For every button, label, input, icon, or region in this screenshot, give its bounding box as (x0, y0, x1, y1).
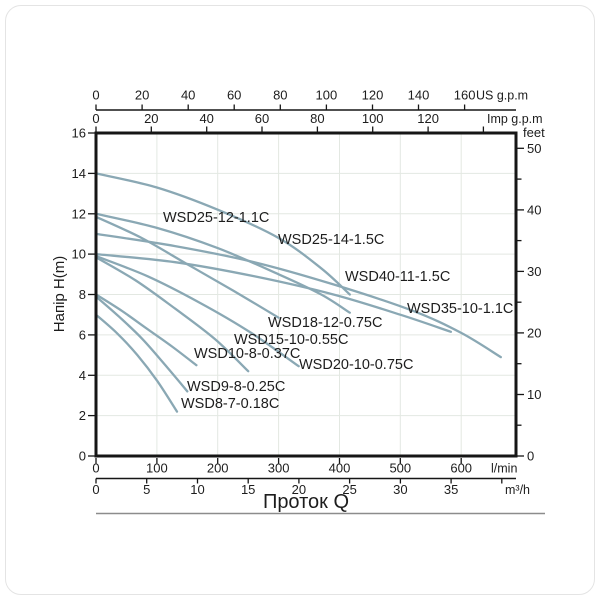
tick-label: 0 (92, 111, 99, 126)
tick-label: 160 (454, 88, 476, 103)
curve-label: WSD25-12-1.1C (163, 210, 269, 226)
tick-label: 16 (72, 126, 86, 141)
pump-curve (94, 295, 189, 393)
tick-label: 140 (408, 88, 430, 103)
pump-curve (94, 252, 453, 333)
pump-curve (94, 232, 502, 359)
tick-label: 60 (227, 88, 241, 103)
tick-label: 20 (292, 482, 306, 497)
tick-label: 10 (527, 387, 541, 402)
curve-label: WSD9-8-0.25C (187, 379, 285, 395)
curve-label: WSD25-14-1.5C (278, 232, 384, 248)
tick-label: 30 (527, 264, 541, 279)
curve-label: WSD18-12-0.75C (268, 315, 382, 331)
tick-label: 15 (241, 482, 255, 497)
curve-label: WSD15-10-0.55C (234, 332, 348, 348)
curve-label: WSD10-8-0.37C (194, 346, 300, 362)
pump-curve (94, 172, 351, 296)
pump-curves (94, 172, 502, 413)
tick-label: 200 (207, 461, 229, 476)
tick-label: 600 (450, 461, 472, 476)
axis-unit-label: feet (523, 125, 545, 140)
tick-label: 60 (255, 111, 269, 126)
tick-label: 500 (389, 461, 411, 476)
tick-label: 8 (79, 287, 86, 302)
pump-curve (94, 313, 179, 413)
tick-label: 120 (362, 88, 384, 103)
pump-curve (94, 212, 351, 314)
curve-label: WSD20-10-0.75C (299, 357, 413, 373)
tick-label: 0 (527, 449, 534, 464)
tick-label: 20 (135, 88, 149, 103)
axis-lmin: 0 100 200 300 400 500 600 l/min (92, 458, 517, 476)
tick-label: 4 (79, 368, 86, 383)
curve-labels: WSD25-14-1.5C WSD25-12-1.1C WSD18-12-0.75C… (163, 210, 513, 412)
tick-label: 100 (362, 111, 384, 126)
x-axis-title: Проток Q (263, 491, 349, 513)
axis-unit-label: m³/h (505, 483, 530, 497)
tick-label: 2 (79, 408, 86, 423)
axis-unit-label: US g.p.m (476, 89, 528, 103)
tick-label: 40 (199, 111, 213, 126)
tick-label: 40 (181, 88, 195, 103)
tick-label: 10 (190, 482, 204, 497)
tick-label: 0 (92, 88, 99, 103)
tick-label: 20 (527, 325, 541, 340)
tick-label: 5 (143, 482, 150, 497)
curve-label: WSD35-10-1.1C (407, 301, 513, 317)
axis-head-m: 0 2 4 6 8 10 12 14 16 Напір H(m) (51, 126, 96, 464)
tick-label: 120 (417, 111, 439, 126)
axis-imp-gpm: 0 20 40 60 80 100 120 Imp g.p.m (92, 111, 543, 133)
pump-curve (94, 256, 250, 373)
curve-label: WSD40-11-1.5C (345, 269, 450, 285)
tick-label: 100 (146, 461, 168, 476)
tick-label: 35 (444, 482, 458, 497)
tick-label: 80 (273, 88, 287, 103)
axis-m3h: 0 5 10 15 20 25 30 35 m³/h (92, 477, 530, 497)
tick-label: 25 (342, 482, 356, 497)
axis-unit-label: Imp g.p.m (487, 112, 543, 126)
pump-curve (94, 254, 300, 368)
tick-label: 6 (79, 327, 86, 342)
y-axis-title: Напір H(m) (51, 256, 68, 332)
tick-label: 30 (393, 482, 407, 497)
axis-unit-label: l/min (491, 462, 517, 476)
tick-label: 400 (329, 461, 351, 476)
tick-label: 0 (79, 449, 86, 464)
axis-us-gpm: 0 20 40 60 80 100 120 140 160 US g.p.m (92, 88, 528, 111)
tick-label: 12 (72, 206, 86, 221)
tick-label: 80 (310, 111, 324, 126)
tick-label: 10 (72, 247, 86, 262)
grid (96, 133, 516, 456)
tick-label: 0 (92, 461, 99, 476)
tick-label: 300 (268, 461, 290, 476)
tick-label: 20 (144, 111, 158, 126)
tick-label: 50 (527, 141, 541, 156)
tick-label: 14 (72, 166, 86, 181)
curve-label: WSD8-7-0.18C (181, 396, 279, 412)
tick-label: 100 (316, 88, 338, 103)
tick-label: 40 (527, 202, 541, 217)
pump-curve (94, 293, 198, 367)
tick-label: 0 (92, 482, 99, 497)
